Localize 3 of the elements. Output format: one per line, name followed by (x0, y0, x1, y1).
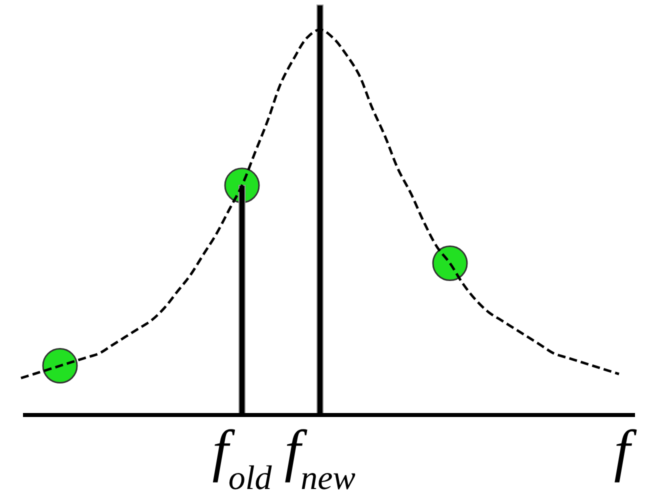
x-tick-label: f$_{new}$ (284, 418, 356, 492)
x-axis-title: f (614, 418, 637, 483)
x-tick-label: f$_{old}$ (212, 418, 273, 492)
